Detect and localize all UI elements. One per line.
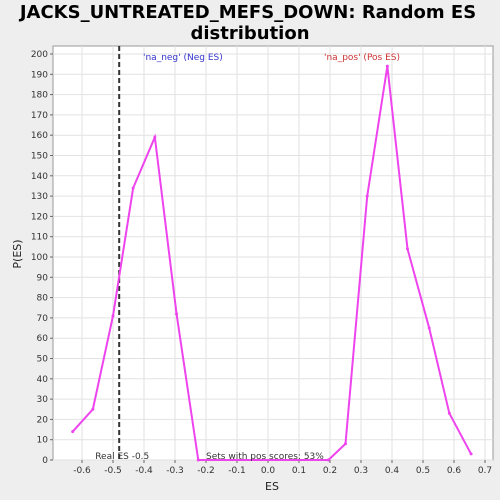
- series-point: [406, 247, 409, 251]
- y-tick-label: 0: [42, 456, 48, 466]
- chart-title-line2: distribution: [190, 23, 309, 44]
- y-tick-label: 160: [31, 131, 48, 141]
- y-tick-label: 20: [37, 415, 49, 425]
- series-point: [71, 430, 75, 434]
- y-tick-label: 130: [31, 192, 48, 202]
- x-tick-label: -0.5: [104, 466, 122, 476]
- x-axis-label: ES: [265, 480, 279, 493]
- series-point: [153, 135, 157, 139]
- y-tick-label: 80: [37, 294, 49, 304]
- series-point: [469, 452, 473, 456]
- y-tick-label: 30: [37, 395, 49, 405]
- y-tick-label: 150: [31, 152, 48, 162]
- y-axis-ticks: 0 10 20 30 40 50 60 70 80 90 100 110 120 130 140 150 160…: [31, 50, 53, 466]
- x-tick-label: -0.4: [135, 466, 153, 476]
- chart-title-line1: JACKS_UNTREATED_MEFS_DOWN: Random ES: [18, 2, 476, 23]
- legend-neg: 'na_neg' (Neg ES): [143, 53, 223, 63]
- series-point: [385, 64, 389, 68]
- x-tick-label: 0.1: [292, 466, 306, 476]
- x-tick-label: 0.2: [323, 466, 337, 476]
- y-tick-label: 40: [37, 375, 49, 385]
- series-points: [71, 64, 473, 462]
- series-point: [111, 314, 115, 318]
- series-point: [427, 326, 431, 330]
- y-tick-label: 100: [31, 253, 48, 263]
- series-point: [344, 442, 347, 446]
- x-tick-label: 0.5: [416, 466, 430, 476]
- x-axis-ticks: -0.6 -0.5 -0.4 -0.3 -0.2 -0.1 0.0 0.1 0.2 0.3 0.4 0…: [73, 460, 492, 476]
- x-tick-label: 0.6: [447, 466, 462, 476]
- x-tick-label: 0.7: [478, 466, 492, 476]
- legend-pos: 'na_pos' (Pos ES): [324, 53, 400, 63]
- y-axis-label: P(ES): [11, 239, 24, 268]
- x-tick-label: -0.3: [166, 466, 184, 476]
- x-tick-label: -0.6: [73, 466, 91, 476]
- x-tick-label: -0.2: [197, 466, 215, 476]
- y-tick-label: 50: [37, 355, 49, 365]
- series-point: [447, 411, 451, 415]
- series-point: [131, 186, 135, 190]
- y-tick-label: 110: [31, 233, 48, 243]
- series-point: [365, 194, 369, 198]
- x-tick-label: 0.4: [385, 466, 400, 476]
- y-tick-label: 60: [37, 334, 49, 344]
- y-tick-label: 10: [37, 436, 49, 446]
- y-tick-label: 200: [31, 50, 48, 60]
- pos-score-annotation: Sets with pos scores: 53%: [206, 452, 324, 462]
- series-point: [175, 312, 179, 316]
- x-tick-label: 0.0: [261, 466, 276, 476]
- real-es-label: Real ES -0.5: [95, 452, 149, 462]
- y-tick-label: 180: [31, 91, 48, 101]
- y-tick-label: 170: [31, 111, 48, 121]
- series-point: [91, 407, 95, 411]
- y-tick-label: 90: [37, 273, 49, 283]
- series-point: [196, 458, 200, 462]
- y-tick-label: 70: [37, 314, 49, 324]
- y-tick-label: 140: [31, 172, 48, 182]
- plot-area: [52, 45, 494, 461]
- y-tick-label: 190: [31, 70, 48, 80]
- series-point: [326, 458, 330, 462]
- x-tick-label: 0.3: [354, 466, 368, 476]
- x-tick-label: -0.1: [228, 466, 246, 476]
- y-tick-label: 120: [31, 212, 48, 222]
